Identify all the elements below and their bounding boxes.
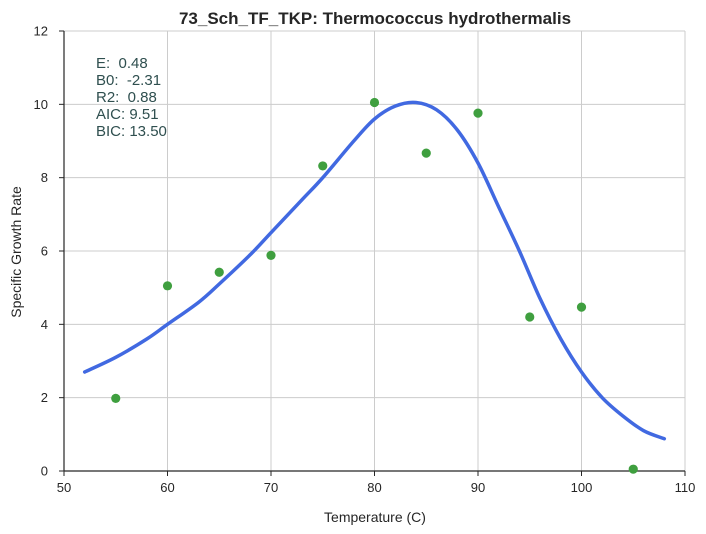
stat-e: E: 0.48: [96, 55, 148, 72]
stat-bic: BIC: 13.50: [96, 123, 167, 140]
fit-statistics: E: 0.48 B0: -2.31 R2: 0.88 AIC: 9.51 BIC…: [96, 55, 167, 140]
y-axis-ticks: 0 2 4 6 8 10 12: [34, 24, 64, 479]
stat-aic: AIC: 9.51: [96, 106, 159, 123]
x-tick-label: 110: [675, 480, 696, 495]
y-tick-label: 8: [41, 170, 48, 185]
y-tick-label: 12: [34, 24, 48, 39]
data-point: [162, 281, 173, 291]
data-point: [628, 464, 638, 474]
x-tick-label: 60: [160, 480, 174, 495]
x-tick-label: 50: [57, 480, 71, 495]
data-point: [473, 108, 483, 118]
y-axis-label: Specific Growth Rate: [8, 186, 24, 318]
y-tick-label: 2: [41, 390, 48, 405]
x-tick-label: 100: [571, 480, 593, 495]
data-point: [214, 267, 224, 277]
series-layer: [82, 97, 667, 474]
data-point: [266, 250, 276, 260]
fit-curve: [82, 100, 667, 441]
y-tick-label: 6: [41, 244, 48, 259]
stat-b0: B0: -2.31: [96, 72, 161, 89]
data-point: [369, 97, 380, 108]
data-point: [576, 302, 587, 312]
chart-title: 73_Sch_TF_TKP: Thermococcus hydrothermal…: [179, 9, 571, 28]
data-point: [111, 393, 121, 403]
stat-r2: R2: 0.88: [96, 89, 157, 106]
x-tick-label: 90: [471, 480, 485, 495]
y-tick-label: 4: [41, 317, 48, 332]
data-point: [318, 161, 328, 171]
x-axis-label: Temperature (C): [324, 509, 426, 525]
x-axis-ticks: 50 60 70 80 90 100 110: [57, 471, 696, 495]
x-tick-label: 80: [367, 480, 381, 495]
x-tick-label: 70: [264, 480, 278, 495]
y-tick-label: 10: [34, 97, 48, 112]
data-point: [421, 148, 431, 158]
y-tick-label: 0: [41, 464, 48, 479]
data-point: [525, 312, 535, 322]
